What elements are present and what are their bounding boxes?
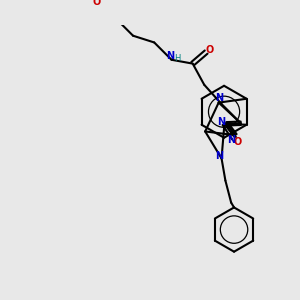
Text: O: O (92, 0, 101, 7)
Text: O: O (234, 137, 242, 147)
Text: O: O (206, 45, 214, 55)
Text: N: N (217, 117, 225, 127)
Text: N: N (227, 135, 236, 145)
Text: N: N (167, 51, 175, 61)
Text: N: N (216, 93, 224, 103)
Text: N: N (216, 152, 224, 161)
Text: H: H (174, 54, 181, 63)
